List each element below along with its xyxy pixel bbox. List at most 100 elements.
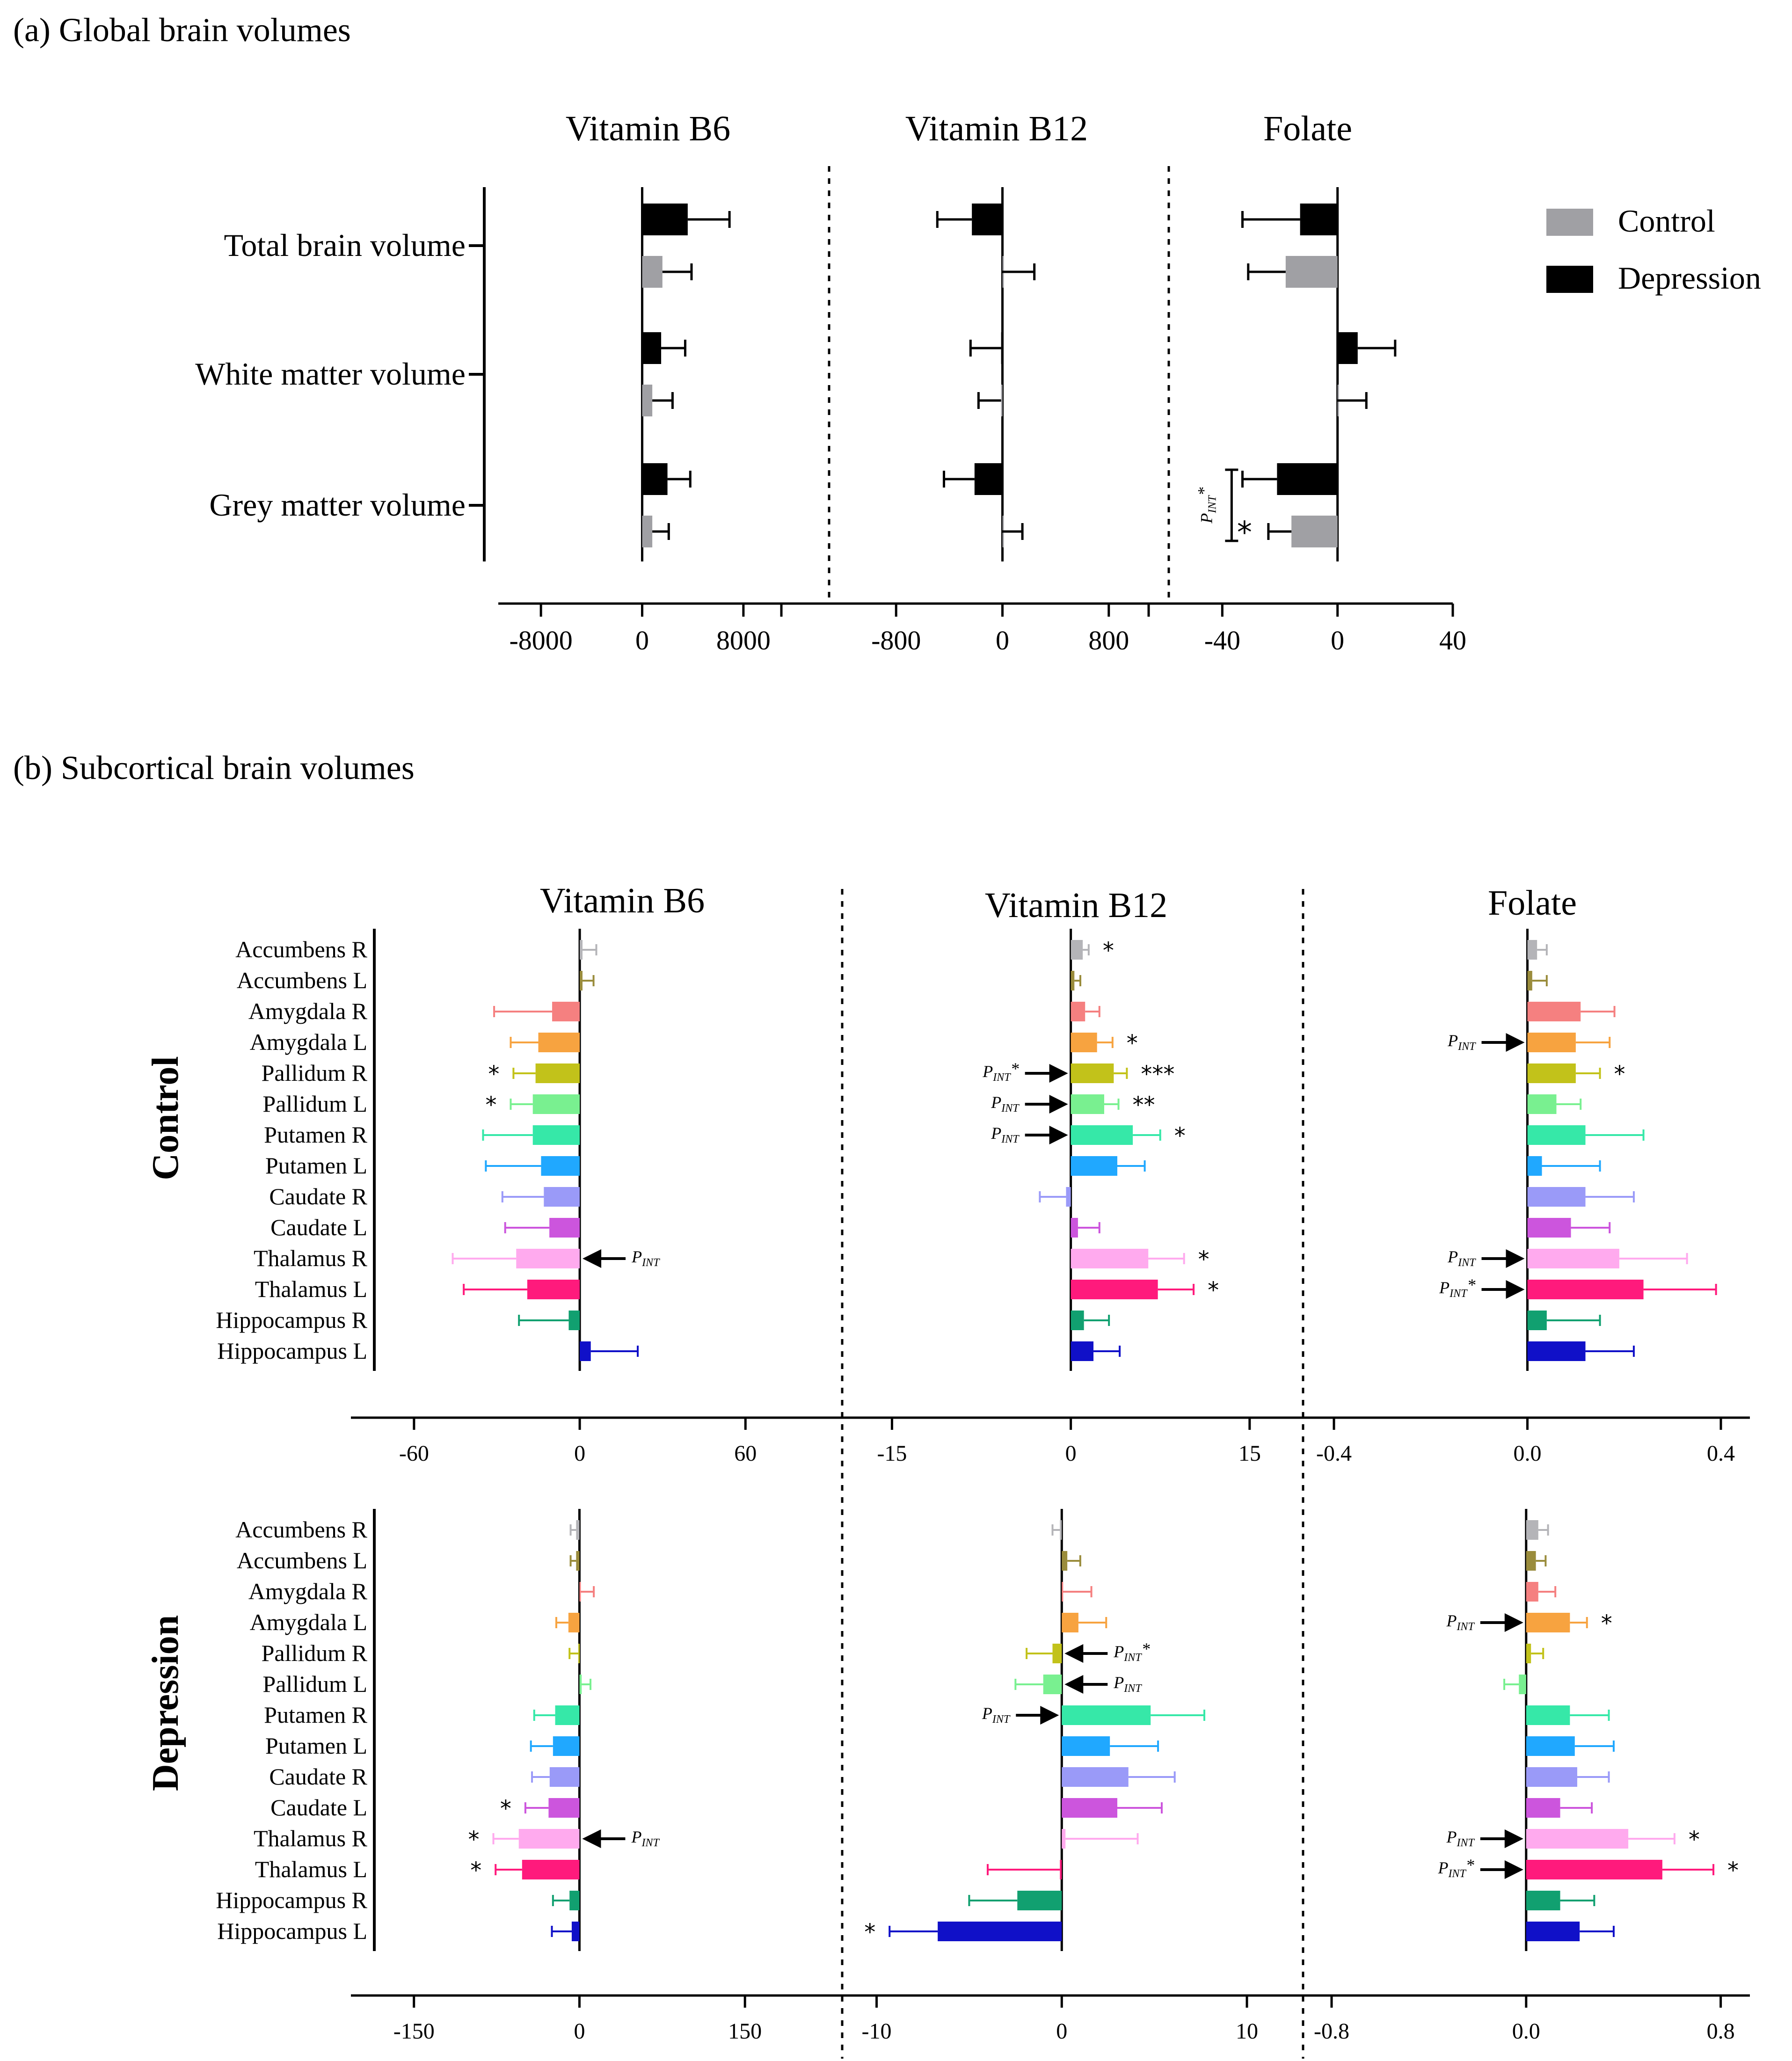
global-bar-vitamin-b12-white-control <box>1001 385 1003 416</box>
sub-bar-depression-vitamin-b6-hippocampus-l <box>571 1922 580 1941</box>
sub-category-label-depression: Thalamus L <box>255 1856 367 1882</box>
sub-bar-depression-vitamin-b6-caudate-l <box>548 1798 580 1818</box>
sub-category-label-depression: Putamen R <box>264 1702 367 1728</box>
sub-bar-control-folate-amygdala-r <box>1527 1002 1581 1021</box>
sub-control-vitamin-b6-pint-arrow-head <box>583 1249 602 1268</box>
sub-bar-depression-vitamin-b6-putamen-l <box>553 1736 580 1756</box>
sub-bar-depression-vitamin-b12-accumbens-r <box>1060 1520 1062 1540</box>
sub-bar-depression-vitamin-b6-thalamus-r <box>518 1829 580 1849</box>
sub-x-tick-label-control-vitamin-b12: 0 <box>1065 1441 1077 1466</box>
legend-control-label: Control <box>1618 203 1715 239</box>
global-bar-vitamin-b12-grey-depression <box>974 463 1003 495</box>
sub-control-vitamin-b12-pint-arrow-head <box>1049 1095 1068 1114</box>
sub-bar-control-vitamin-b12-hippocampus-l <box>1071 1341 1094 1361</box>
sub-bar-depression-vitamin-b12-hippocampus-r <box>1017 1891 1062 1910</box>
sub-significance-star: * <box>1127 1030 1138 1056</box>
sub-bar-depression-folate-thalamus-l <box>1526 1860 1662 1879</box>
sub-depression-folate-pint-arrow-head <box>1504 1860 1523 1879</box>
sub-category-label-control: Accumbens L <box>237 967 367 993</box>
sub-bar-depression-vitamin-b6-accumbens-l <box>576 1551 580 1571</box>
global-x-tick-label-folate: 0 <box>1331 625 1344 655</box>
sub-x-tick-label-control-folate: 0.4 <box>1707 1441 1735 1466</box>
sub-category-label-control: Thalamus L <box>255 1276 367 1302</box>
sub-depression-vitamin-b12-pint-label: PINT* <box>1113 1639 1150 1664</box>
sub-x-tick-label-depression-vitamin-b12: 0 <box>1056 2019 1067 2044</box>
sub-bar-control-vitamin-b12-pallidum-r <box>1071 1063 1114 1083</box>
global-title-b12: Vitamin B12 <box>905 109 1088 148</box>
sub-control-vitamin-b12-pint-arrow-head <box>1049 1064 1068 1083</box>
global-category-label: White matter volume <box>195 356 466 392</box>
legend-control-swatch <box>1546 209 1593 236</box>
sub-bar-control-vitamin-b6-hippocampus-r <box>568 1311 580 1330</box>
sub-bar-depression-folate-pallidum-l <box>1519 1675 1526 1694</box>
sub-bar-depression-vitamin-b6-pallidum-r <box>578 1644 580 1663</box>
sub-bar-control-folate-accumbens-l <box>1527 971 1532 990</box>
sub-significance-star: * <box>1614 1061 1625 1087</box>
sub-bar-control-folate-putamen-l <box>1527 1156 1542 1176</box>
sub-bar-depression-vitamin-b12-thalamus-r <box>1062 1829 1066 1849</box>
global-bar-vitamin-b6-white-depression <box>642 332 662 364</box>
global-significance-star: * <box>1237 516 1252 550</box>
sub-category-label-depression: Amygdala R <box>248 1578 368 1604</box>
sub-bar-depression-folate-amygdala-r <box>1526 1582 1538 1602</box>
sub-category-label-depression: Accumbens R <box>235 1516 368 1543</box>
sub-bar-control-vitamin-b6-caudate-l <box>549 1218 580 1238</box>
sub-category-label-control: Caudate R <box>269 1183 367 1209</box>
section-a-title: (a) Global brain volumes <box>13 11 351 49</box>
sub-category-label-depression: Amygdala L <box>250 1609 367 1635</box>
sub-significance-star: *** <box>1141 1061 1174 1087</box>
sub-bar-control-vitamin-b12-caudate-l <box>1071 1218 1078 1238</box>
global-bar-vitamin-b12-white-depression <box>1001 332 1003 364</box>
legend-depression-label: Depression <box>1618 260 1761 296</box>
sub-bar-depression-vitamin-b12-pallidum-r <box>1052 1644 1062 1663</box>
sub-bar-control-folate-amygdala-l <box>1527 1033 1576 1052</box>
sub-bar-control-vitamin-b6-pallidum-l <box>532 1094 580 1114</box>
sub-bar-control-vitamin-b12-thalamus-l <box>1071 1280 1158 1299</box>
sub-category-label-control: Hippocampus L <box>217 1338 367 1364</box>
sub-control-folate-pint-label: PINT <box>1447 1247 1476 1269</box>
sub-significance-star: ** <box>1133 1092 1155 1118</box>
sub-bar-depression-folate-putamen-r <box>1526 1705 1570 1725</box>
sub-bar-control-folate-putamen-r <box>1527 1125 1586 1145</box>
sub-significance-star: * <box>1208 1277 1219 1304</box>
sub-bar-control-vitamin-b12-pallidum-l <box>1071 1094 1104 1114</box>
sub-depression-folate-pint-label: PINT* <box>1437 1856 1474 1880</box>
sub-bar-control-folate-pallidum-r <box>1527 1063 1576 1083</box>
sub-bar-control-vitamin-b6-thalamus-r <box>516 1249 580 1268</box>
sub-bar-depression-folate-caudate-l <box>1526 1798 1560 1818</box>
sub-x-tick-label-control-vitamin-b6: 60 <box>734 1441 757 1466</box>
sub-bar-depression-vitamin-b6-amygdala-r <box>579 1582 581 1602</box>
sub-control-vitamin-b12-pint-label: PINT <box>991 1124 1020 1145</box>
global-x-tick-label-vitamin-b12: -800 <box>871 625 921 655</box>
global-pint-label: PINT* <box>1194 487 1218 524</box>
sub-category-label-depression: Putamen L <box>265 1733 367 1759</box>
sub-bar-control-folate-thalamus-r <box>1527 1249 1619 1268</box>
sub-significance-star: * <box>1601 1610 1612 1637</box>
sub-x-tick-label-control-vitamin-b12: -15 <box>877 1441 907 1466</box>
sub-depression-vitamin-b6-pint-label: PINT <box>631 1828 660 1849</box>
sub-significance-star: * <box>488 1061 499 1087</box>
global-bar-folate-white-depression <box>1337 332 1358 364</box>
sub-bar-control-vitamin-b6-thalamus-l <box>527 1280 580 1299</box>
global-bar-vitamin-b6-total-control <box>642 256 663 288</box>
global-x-tick-label-vitamin-b6: -8000 <box>509 625 572 655</box>
sub-bar-control-vitamin-b12-putamen-r <box>1071 1125 1133 1145</box>
group-label-control: Control <box>145 1056 186 1180</box>
sub-bar-control-folate-thalamus-l <box>1527 1280 1644 1299</box>
sub-category-label-depression: Hippocampus L <box>217 1918 367 1944</box>
sub-depression-vitamin-b12-pint-arrow-head <box>1064 1644 1084 1663</box>
sub-significance-star: * <box>1174 1123 1186 1149</box>
sub-bar-control-folate-caudate-r <box>1527 1187 1586 1207</box>
sub-x-tick-label-depression-folate: -0.8 <box>1314 2019 1349 2044</box>
sub-bar-depression-vitamin-b6-caudate-r <box>549 1767 580 1787</box>
sub-bar-depression-vitamin-b6-amygdala-l <box>568 1613 580 1632</box>
sub-bar-control-vitamin-b6-putamen-l <box>541 1156 580 1176</box>
sub-x-tick-label-depression-vitamin-b6: 0 <box>574 2019 585 2044</box>
sub-depression-vitamin-b12-pint-label: PINT <box>1113 1673 1142 1695</box>
sub-x-tick-label-depression-vitamin-b6: -150 <box>393 2019 435 2044</box>
global-bar-vitamin-b6-grey-depression <box>642 463 668 495</box>
sub-bar-control-vitamin-b6-accumbens-r <box>580 940 583 960</box>
sub-category-label-control: Hippocampus R <box>216 1307 367 1333</box>
global-bar-folate-grey-depression <box>1277 463 1338 495</box>
sub-bar-control-vitamin-b12-amygdala-r <box>1071 1002 1085 1021</box>
